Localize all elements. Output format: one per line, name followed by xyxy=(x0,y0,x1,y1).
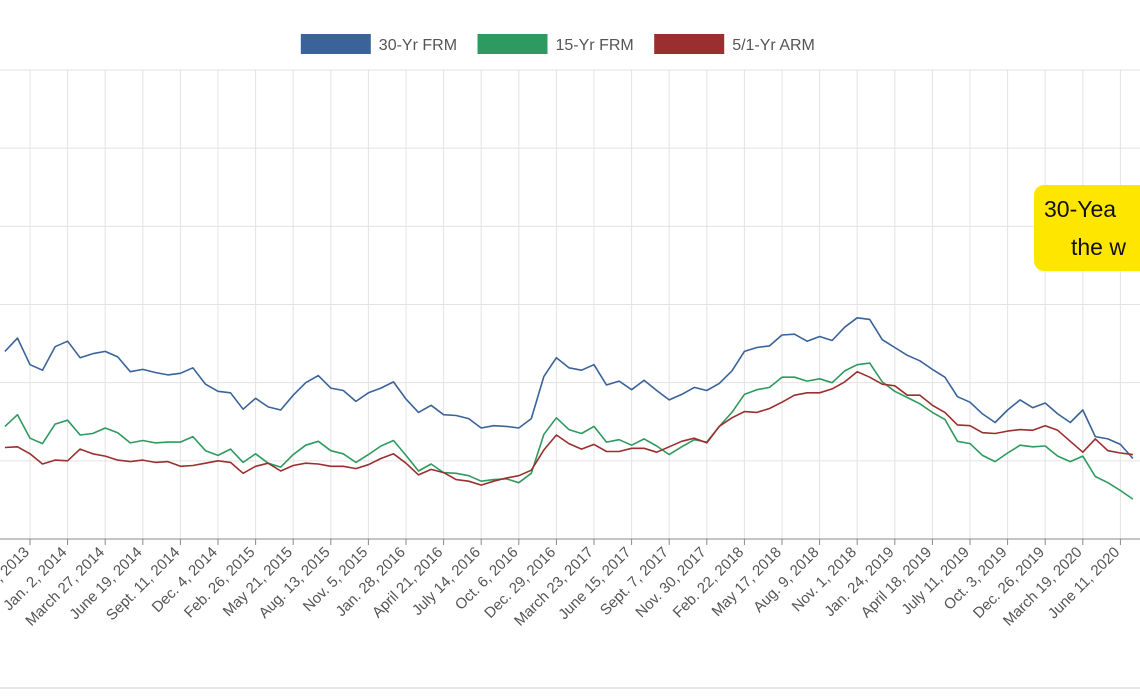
legend-label: 15-Yr FRM xyxy=(556,37,634,54)
annotation-text: 30-Yea xyxy=(1044,196,1116,222)
series-line xyxy=(4,370,1134,486)
annotation-text: the w xyxy=(1071,234,1126,260)
legend-swatch xyxy=(300,34,371,54)
legend-label: 5/1-Yr ARM xyxy=(732,37,815,54)
series-line xyxy=(4,362,1134,500)
lines xyxy=(4,317,1134,500)
series-line xyxy=(4,317,1134,460)
legend-swatch xyxy=(654,34,725,54)
legend-swatch xyxy=(477,34,548,54)
legend: 30-Yr FRM 15-Yr FRM 5/1-Yr ARM xyxy=(300,34,815,54)
legend-label: 30-Yr FRM xyxy=(379,37,457,54)
annotation-box xyxy=(1034,185,1140,271)
annotation: 30-Yea the w xyxy=(1034,185,1140,271)
